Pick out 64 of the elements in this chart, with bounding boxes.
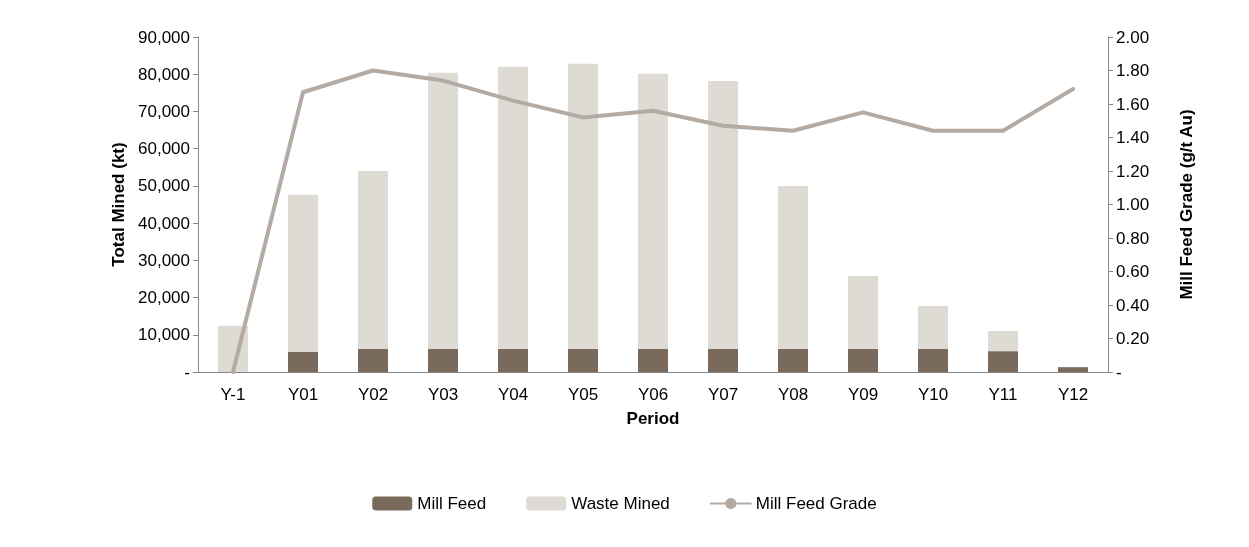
x-tick-label: Y06	[637, 385, 669, 404]
bar	[428, 72, 458, 349]
y-tick-label: 50,000	[138, 176, 190, 196]
bar	[358, 171, 388, 349]
y2-tick-label: 1.60	[1116, 94, 1150, 114]
y-tick-label: -	[184, 362, 190, 382]
x-tick-label: Y-1	[220, 385, 246, 404]
y2-tick-label: 1.40	[1116, 128, 1150, 147]
x-tick-label: Y09	[847, 385, 879, 404]
x-tick-label: Y05	[567, 385, 599, 404]
y2-tick-label: 0.40	[1116, 295, 1150, 315]
legend-label: Mill Feed Grade	[755, 494, 877, 513]
y2-tick-label: -	[1116, 362, 1122, 382]
y-axis-title: Total Mined (kt)	[109, 142, 129, 267]
bar	[1058, 367, 1088, 372]
y2-tick-label: 1.00	[1116, 195, 1150, 214]
bar	[918, 306, 948, 349]
bar	[358, 348, 388, 372]
bar	[918, 348, 948, 372]
y2-axis-title: Mill Feed Grade (g/t Au)	[1177, 109, 1196, 300]
bar	[708, 348, 738, 372]
bar	[708, 80, 738, 349]
y-tick-label: 60,000	[138, 139, 190, 159]
x-tick-label: Y11	[988, 385, 1018, 404]
y-tick-label: 70,000	[138, 101, 190, 121]
x-tick-label: Y08	[777, 385, 809, 404]
x-tick-label: Y07	[707, 385, 739, 404]
bar	[568, 63, 598, 349]
x-tick-label: Y10	[917, 385, 949, 404]
y-tick-label: 80,000	[138, 64, 190, 84]
y2-tick-label: 1.80	[1116, 61, 1150, 80]
y2-tick-label: 0.60	[1116, 262, 1150, 281]
bar	[638, 73, 668, 349]
x-tick-label: Y12	[1057, 385, 1089, 404]
y-tick-label: 40,000	[138, 213, 190, 233]
bar	[498, 66, 528, 349]
y2-tick-label: 0.80	[1116, 228, 1150, 248]
bar	[988, 351, 1018, 372]
bar	[778, 348, 808, 372]
legend-label: Waste Mined	[571, 494, 670, 513]
line-series	[231, 68, 1075, 374]
bar	[848, 348, 878, 372]
bar	[288, 351, 318, 372]
x-tick-label: Y03	[427, 385, 459, 404]
y2-tick-label: 1.20	[1116, 161, 1150, 181]
bar	[498, 348, 528, 372]
bar	[848, 275, 878, 349]
bar	[568, 348, 598, 372]
legend-label: Mill Feed	[417, 494, 487, 513]
bar	[288, 194, 318, 352]
bar	[638, 348, 668, 372]
y-tick-label: 90,000	[138, 27, 190, 47]
x-tick-label: Y01	[287, 385, 319, 404]
bar	[428, 348, 458, 372]
x-tick-label: Y02	[357, 385, 389, 404]
bar	[778, 185, 808, 349]
x-axis-title: Period	[626, 409, 680, 428]
y-tick-label: 20,000	[138, 288, 190, 308]
x-tick-label: Y04	[497, 385, 529, 404]
bar	[988, 331, 1018, 352]
y2-tick-label: 0.20	[1116, 329, 1150, 348]
y-tick-label: 30,000	[138, 250, 190, 270]
y-tick-label: 10,000	[138, 325, 190, 345]
y2-tick-label: 2.00	[1116, 27, 1150, 47]
